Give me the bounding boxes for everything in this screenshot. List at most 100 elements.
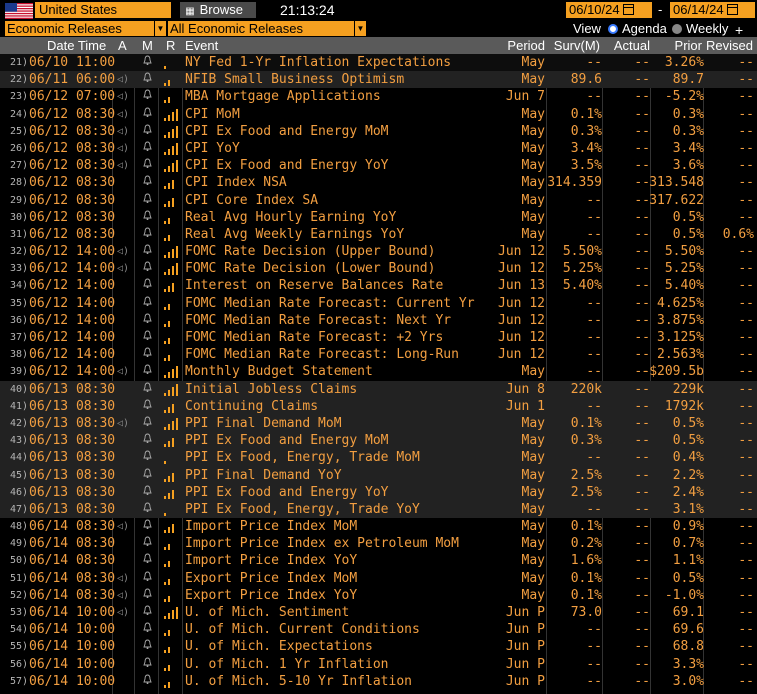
table-row[interactable]: 48) 06/14 08:30 ◁) Import Price Index MoM Ma… [0, 518, 757, 535]
table-row[interactable]: 46) 06/13 08:30 PPI Ex Food and Energy YoY… [0, 483, 757, 501]
speaker-icon[interactable]: ◁) [116, 607, 130, 618]
table-row[interactable]: 34) 06/12 14:00 Interest on Reserve Balanc… [0, 277, 757, 294]
weekly-label[interactable]: Weekly [686, 21, 729, 36]
bell-icon[interactable] [139, 209, 155, 226]
bell-icon[interactable] [139, 363, 155, 380]
table-row[interactable]: 28) 06/12 08:30 CPI Index NSA May 314.359 -- 3… [0, 174, 757, 191]
bell-icon[interactable] [139, 243, 155, 260]
event-name[interactable]: NY Fed 1-Yr Inflation Expectations [185, 55, 452, 70]
header-a[interactable]: A [118, 38, 127, 53]
table-row[interactable]: 23) 06/12 07:00 ◁) MBA Mortgage Application… [0, 88, 757, 105]
speaker-icon[interactable]: ◁) [116, 263, 130, 275]
table-row[interactable]: 24) 06/12 08:30 ◁) CPI MoM May 0.1% -- 0.3% -- [0, 106, 757, 123]
table-row[interactable]: 39) 06/12 14:00 ◁) Monthly Budget Statement… [0, 363, 757, 380]
speaker-icon[interactable]: ◁) [116, 246, 130, 258]
speaker-icon[interactable]: ◁) [116, 417, 130, 429]
header-r[interactable]: R [166, 38, 176, 53]
bell-icon[interactable] [139, 174, 155, 191]
bell-icon[interactable] [139, 398, 155, 415]
table-row[interactable]: 45) 06/13 08:30 PPI Final Demand YoY May 2.5… [0, 466, 757, 484]
table-row[interactable]: 41) 06/13 08:30 Continuing Claims Jun 1 -- --… [0, 397, 757, 415]
event-name[interactable]: CPI Ex Food and Energy YoY [185, 158, 389, 174]
table-row[interactable]: 36) 06/12 14:00 FOMC Median Rate Forecast:… [0, 312, 757, 329]
bell-icon[interactable] [139, 88, 155, 105]
table-row[interactable]: 31) 06/12 08:30 Real Avg Weekly Earnings Y… [0, 226, 757, 243]
table-row[interactable]: 21) 06/10 11:00 NY Fed 1-Yr Inflation Expe… [0, 54, 757, 72]
date-from-field[interactable]: 06/10/24 [566, 2, 652, 18]
table-row[interactable]: 51) 06/14 08:30 ◁) Export Price Index MoM Ma… [0, 570, 757, 587]
event-name[interactable]: CPI YoY [185, 140, 240, 156]
add-icon[interactable]: + [735, 22, 744, 38]
event-name[interactable]: U. of Mich. Expectations [185, 639, 373, 655]
bell-icon[interactable] [139, 71, 155, 88]
table-row[interactable]: 37) 06/12 14:00 FOMC Median Rate Forecast:… [0, 329, 757, 346]
bell-icon[interactable] [139, 260, 155, 277]
event-name[interactable]: FOMC Rate Decision (Upper Bound) [185, 244, 436, 260]
event-name[interactable]: Import Price Index MoM [185, 519, 358, 535]
table-row[interactable]: 32) 06/12 14:00 ◁) FOMC Rate Decision (Uppe… [0, 243, 757, 260]
speaker-icon[interactable]: ◁) [116, 589, 130, 601]
table-row[interactable]: 52) 06/14 08:30 ◁) Export Price Index YoY Ma… [0, 587, 757, 604]
event-name[interactable]: Monthly Budget Statement [185, 364, 373, 380]
calendar-icon[interactable] [622, 4, 634, 15]
event-name[interactable]: FOMC Median Rate Forecast: Current Yr [185, 295, 475, 311]
speaker-icon[interactable]: ◁) [116, 108, 130, 120]
table-row[interactable]: 43) 06/13 08:30 PPI Ex Food and Energy MoM… [0, 432, 757, 450]
bell-icon[interactable] [139, 535, 155, 552]
bell-icon[interactable] [139, 415, 155, 432]
bell-icon[interactable] [139, 295, 155, 312]
bell-icon[interactable] [139, 570, 155, 587]
table-row[interactable]: 26) 06/12 08:30 ◁) CPI YoY May 3.4% -- 3.4% -- [0, 140, 757, 157]
weekly-radio[interactable] [672, 24, 682, 34]
event-name[interactable]: Interest on Reserve Balances Rate [185, 278, 444, 294]
event-name[interactable]: Real Avg Hourly Earning YoY [185, 209, 397, 225]
bell-icon[interactable] [139, 277, 155, 294]
bell-icon[interactable] [139, 552, 155, 569]
header-prior[interactable]: Prior [674, 38, 702, 53]
event-name[interactable]: U. of Mich. Sentiment [185, 605, 350, 620]
table-row[interactable]: 22) 06/11 06:00 ◁) NFIB Small Business Opti… [0, 71, 757, 89]
table-row[interactable]: 33) 06/12 14:00 ◁) FOMC Rate Decision (Lowe… [0, 260, 757, 277]
table-row[interactable]: 57) 06/14 10:00 U. of Mich. 5-10 Yr Inflat… [0, 673, 757, 690]
release-filter-select[interactable]: All Economic Releases ▼ [168, 21, 366, 36]
header-date-time[interactable]: Date Time [47, 38, 107, 53]
speaker-icon[interactable]: ◁) [116, 142, 130, 154]
table-row[interactable]: 56) 06/14 10:00 U. of Mich. 1 Yr Inflation… [0, 656, 757, 673]
agenda-label[interactable]: Agenda [622, 21, 667, 36]
header-survey[interactable]: Surv(M) [553, 38, 600, 53]
bell-icon[interactable] [139, 106, 155, 123]
bell-icon[interactable] [139, 638, 155, 655]
table-row[interactable]: 40) 06/13 08:30 Initial Jobless Claims Jun … [0, 380, 757, 398]
event-name[interactable]: U. of Mich. 5-10 Yr Inflation [185, 673, 412, 689]
bell-icon[interactable] [139, 329, 155, 346]
event-name[interactable]: Initial Jobless Claims [185, 381, 358, 397]
bell-icon[interactable] [139, 312, 155, 329]
speaker-icon[interactable]: ◁) [116, 74, 130, 86]
table-row[interactable]: 47) 06/13 08:30 PPI Ex Food, Energy, Trade… [0, 500, 757, 519]
agenda-radio[interactable] [608, 24, 618, 34]
event-name[interactable]: FOMC Median Rate Forecast: Long-Run [185, 347, 459, 363]
browse-button[interactable]: ▦ Browse [180, 2, 256, 18]
speaker-icon[interactable]: ◁) [116, 125, 130, 137]
event-name[interactable]: U. of Mich. Current Conditions [185, 622, 420, 638]
bell-icon[interactable] [139, 192, 155, 209]
table-row[interactable]: 49) 06/14 08:30 Import Price Index ex Petr… [0, 535, 757, 552]
table-row[interactable]: 42) 06/13 08:30 ◁) PPI Final Demand MoM May 0… [0, 414, 757, 433]
bell-icon[interactable] [139, 484, 155, 501]
event-name[interactable]: Export Price Index MoM [185, 570, 358, 586]
event-name[interactable]: Continuing Claims [185, 398, 319, 414]
bell-icon[interactable] [139, 621, 155, 638]
bell-icon[interactable] [139, 656, 155, 673]
event-name[interactable]: PPI Final Demand YoY [185, 467, 342, 483]
bell-icon[interactable] [139, 157, 155, 174]
bell-icon[interactable] [139, 346, 155, 363]
event-name[interactable]: PPI Final Demand MoM [185, 415, 342, 431]
event-name[interactable]: CPI Ex Food and Energy MoM [185, 123, 389, 139]
header-period[interactable]: Period [507, 38, 545, 53]
bell-icon[interactable] [139, 140, 155, 157]
bell-icon[interactable] [139, 604, 155, 621]
calendar-icon[interactable] [726, 4, 738, 15]
bell-icon[interactable] [139, 518, 155, 535]
speaker-icon[interactable]: ◁) [116, 160, 130, 172]
bell-icon[interactable] [139, 226, 155, 243]
